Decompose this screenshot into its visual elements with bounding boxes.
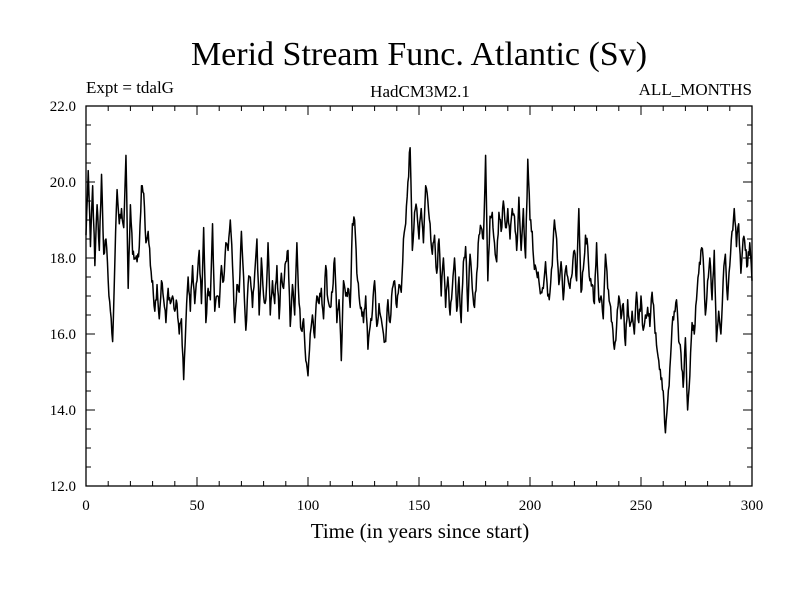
x-axis-label: Time (in years since start) [311,519,530,543]
y-tick-labels: 12.0 14.0 16.0 18.0 20.0 22.0 [50,99,76,495]
x-tick-label: 300 [741,498,764,514]
chart-title: Merid Stream Func. Atlantic (Sv) [191,36,647,73]
y-tick-label: 22.0 [50,99,76,115]
x-tick-label: 150 [408,498,431,514]
x-tick-label: 250 [630,498,653,514]
y-tick-label: 12.0 [50,479,76,495]
model-label: HadCM3M2.1 [370,82,470,101]
axis-ticks [85,105,753,487]
y-tick-label: 16.0 [50,327,76,343]
x-tick-label: 0 [82,498,90,514]
y-tick-label: 20.0 [50,175,76,191]
y-tick-label: 14.0 [50,403,76,419]
series-line [85,147,753,434]
x-tick-label: 100 [297,498,320,514]
x-tick-label: 200 [519,498,542,514]
x-tick-labels: 0 50 100 150 200 250 300 [82,498,763,514]
experiment-label: Expt = tdalG [86,78,174,97]
months-label: ALL_MONTHS [639,80,752,99]
x-tick-label: 50 [190,498,205,514]
y-tick-label: 18.0 [50,251,76,267]
